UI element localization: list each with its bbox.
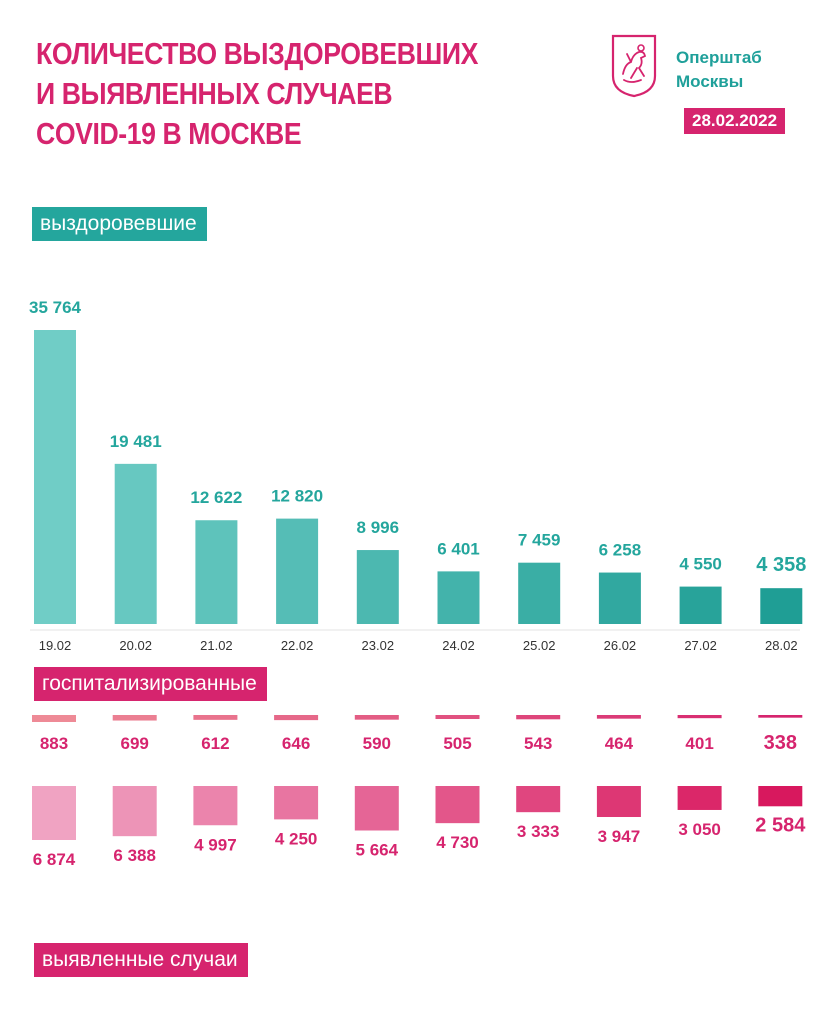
cases-value-label: 6 874 <box>33 850 76 869</box>
cases-value-label: 5 664 <box>356 840 399 859</box>
hospitalized-bar <box>112 715 157 721</box>
recovered-bar <box>34 330 76 624</box>
brand-line-1: Оперштаб <box>676 48 762 67</box>
hospitalized-value-label: 401 <box>685 734 713 753</box>
title-line-3: COVID-19 В МОСКВЕ <box>36 116 302 151</box>
date-tick-label: 26.02 <box>604 638 637 653</box>
cases-value-label: 2 584 <box>755 814 806 836</box>
recovered-bar <box>598 572 641 624</box>
recovered-bar <box>276 518 319 624</box>
cases-bar <box>677 786 722 810</box>
cases-bar <box>596 786 641 818</box>
date-tick-label: 19.02 <box>39 638 72 653</box>
title-line-2: И ВЫЯВЛЕННЫХ СЛУЧАЕВ <box>36 76 393 111</box>
recovered-bar <box>679 586 722 624</box>
recovered-bar <box>356 550 399 624</box>
recovered-label: выздоровевшие <box>32 207 207 241</box>
cases-value-label: 4 997 <box>194 835 237 854</box>
hospitalized-bar <box>516 715 561 720</box>
cases-value-label: 3 050 <box>678 820 721 839</box>
recovered-value-label: 19 481 <box>110 432 162 451</box>
cases-value-label: 3 333 <box>517 822 560 841</box>
brand-line-2: Москвы <box>676 72 744 91</box>
date-tick-label: 24.02 <box>442 638 475 653</box>
hospitalized-value-label: 590 <box>363 734 391 753</box>
recovered-value-label: 4 550 <box>679 555 722 574</box>
hospitalized-label: госпитализированные <box>34 667 267 701</box>
cases-bar <box>435 786 480 824</box>
hospitalized-bar <box>274 715 319 721</box>
recovered-value-label: 8 996 <box>357 518 400 537</box>
page-title: КОЛИЧЕСТВО ВЫЗДОРОВЕВШИХ И ВЫЯВЛЕННЫХ СЛ… <box>36 34 478 154</box>
recovered-value-label: 4 358 <box>756 554 806 576</box>
hospitalized-value-label: 464 <box>605 734 634 753</box>
recovered-bar <box>114 463 157 624</box>
date-tick-label: 21.02 <box>200 638 233 653</box>
recovered-bar <box>760 588 803 624</box>
title-line-1: КОЛИЧЕСТВО ВЫЗДОРОВЕВШИХ <box>36 36 478 71</box>
date-tick-label: 22.02 <box>281 638 314 653</box>
recovered-bar <box>195 520 238 624</box>
date-tick-label: 20.02 <box>119 638 152 653</box>
recovered-value-label: 12 820 <box>271 487 323 506</box>
cases-bar <box>516 786 561 813</box>
cases-bar <box>32 786 76 840</box>
brand-name: Оперштаб Москвы <box>676 46 762 94</box>
date-tick-label: 27.02 <box>684 638 717 653</box>
cases-bar <box>758 786 803 807</box>
recovered-bar <box>437 571 480 624</box>
hospitalized-value-label: 883 <box>40 734 68 753</box>
date-tick-label: 25.02 <box>523 638 556 653</box>
hospitalized-bar <box>435 715 480 720</box>
date-tick-label: 28.02 <box>765 638 798 653</box>
hospitalized-value-label: 505 <box>443 734 471 753</box>
hospitalized-value-label: 338 <box>764 732 797 754</box>
recovered-value-label: 6 401 <box>437 539 480 558</box>
date-tick-label: 23.02 <box>362 638 395 653</box>
cases-bar <box>112 786 157 837</box>
moscow-coat-of-arms-icon <box>611 34 657 98</box>
hospitalized-bar <box>32 715 76 722</box>
date-badge: 28.02.2022 <box>684 108 786 134</box>
recovered-bar <box>518 562 561 624</box>
hospitalized-value-label: 543 <box>524 734 552 753</box>
cases-label: выявленные случаи <box>34 943 248 977</box>
cases-bar <box>193 786 238 826</box>
recovered-value-label: 12 622 <box>190 488 242 507</box>
cases-value-label: 4 730 <box>436 833 479 852</box>
recovered-value-label: 35 764 <box>29 298 82 317</box>
hospitalized-value-label: 612 <box>201 734 229 753</box>
hospitalized-value-label: 699 <box>121 734 149 753</box>
hospitalized-bar <box>354 715 399 720</box>
hospitalized-bar <box>758 715 803 718</box>
cases-bar <box>354 786 399 831</box>
recovered-value-label: 6 258 <box>599 541 642 560</box>
cases-value-label: 6 388 <box>113 846 156 865</box>
cases-value-label: 3 947 <box>598 827 641 846</box>
hospitalized-value-label: 646 <box>282 734 310 753</box>
cases-bar <box>274 786 319 820</box>
recovered-value-label: 7 459 <box>518 531 561 550</box>
hospitalized-bar <box>193 715 238 720</box>
hospitalized-bar <box>596 715 641 719</box>
cases-value-label: 4 250 <box>275 829 318 848</box>
hospitalized-bar <box>677 715 722 719</box>
